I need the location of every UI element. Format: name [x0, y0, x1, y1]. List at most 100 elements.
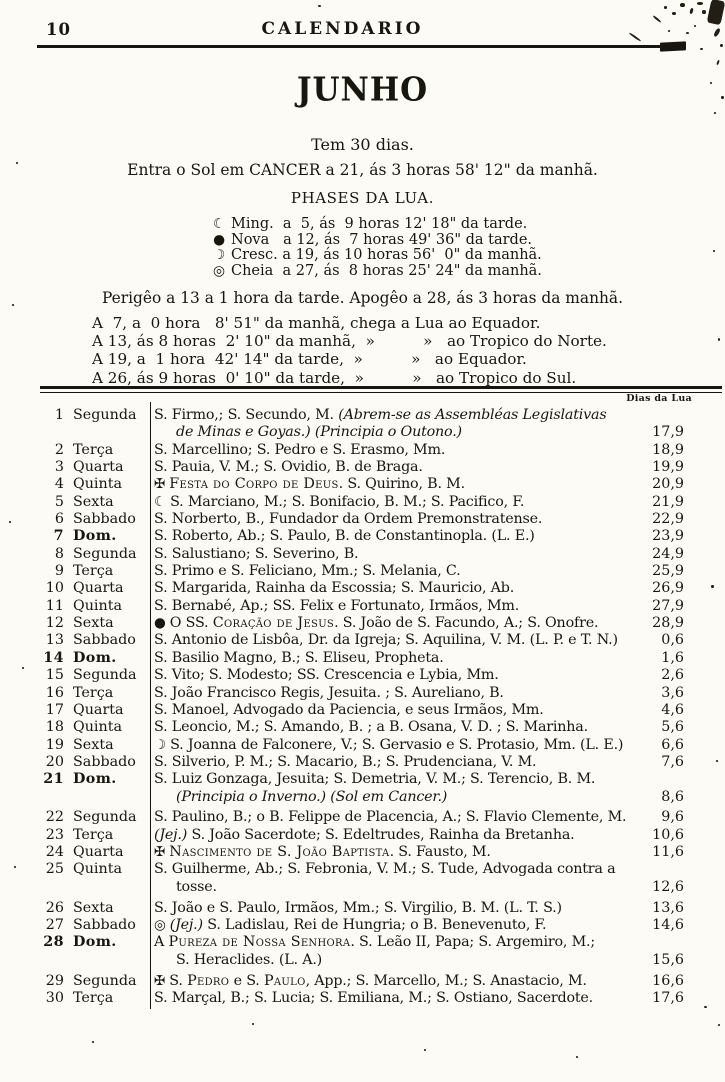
entry-line: S. Bernabé, Ap.; SS. Felix e Fortunato, …	[154, 597, 520, 614]
entry-line: S. Pauia, V. M.; S. Ovidio, B. de Braga.	[154, 459, 423, 476]
entry-text: S. Roberto, Ab.; S. Paulo, B. de Constan…	[154, 528, 644, 545]
entry-line: S. Heraclides. (L. A.)	[176, 951, 323, 968]
column-spacer	[142, 494, 154, 511]
column-spacer	[142, 442, 154, 459]
scan-artifact	[668, 30, 670, 32]
moon-age: 22,9	[652, 511, 684, 528]
scan-artifact	[9, 521, 11, 523]
perigee-apogee-line: Perigêo a 13 a 1 hora da tarde. Apogêo a…	[102, 289, 623, 307]
entry-line: (Jej.) S. João Sacerdote; S. Edeltrudes,…	[154, 826, 575, 843]
table-row: 17 Quarta S. Manoel, Advogado da Paciencia…	[40, 702, 684, 719]
moon-age: 16,6	[652, 972, 684, 989]
column-spacer	[142, 771, 154, 806]
entry-line: S. Paulino, B.; o B. Felippe de Placenci…	[154, 809, 627, 826]
sun-entry-line: Entra o Sol em CANCER a 21, ás 3 horas 5…	[127, 161, 598, 179]
column-spacer	[142, 476, 154, 493]
weekday-label: Quinta	[73, 476, 122, 493]
weekday-label: Terça	[73, 989, 114, 1006]
phase-text: Nova a 12, ás 7 horas 49' 36" da tarde.	[231, 231, 533, 248]
table-row: 26 Sexta S. João e S. Paulo, Irmãos, Mm.; …	[40, 900, 684, 917]
entry-text: S. Bernabé, Ap.; SS. Felix e Fortunato, …	[154, 598, 644, 615]
scan-artifact	[697, 2, 703, 5]
scan-artifact	[721, 96, 724, 99]
equator-line: A 19, a 1 hora 42' 14" da tarde, » » ao …	[92, 350, 527, 369]
cross-icon: ✠	[154, 844, 170, 861]
table-row: 4 Quinta ✠ Festa do Corpo de Deus. S. Quir…	[40, 476, 684, 493]
column-spacer	[142, 407, 154, 442]
phase-text: Ming. a 5, ás 9 horas 12' 18" da tarde.	[231, 216, 528, 232]
entry-text: S. Firmo,; S. Secundo, M. (Abrem-se as A…	[154, 407, 644, 442]
moon-age: 21,9	[652, 493, 684, 510]
scan-artifact	[704, 1006, 707, 1008]
entry-line: ◎ (Jej.) S. Ladislau, Rei de Hungria; o …	[154, 916, 547, 933]
entry-line: S. Norberto, B., Fundador da Ordem Premo…	[154, 511, 543, 528]
column-spacer	[142, 973, 154, 990]
day-number: 13	[45, 632, 64, 649]
moon-age: 13,6	[652, 899, 684, 916]
moon-age: 6,6	[661, 736, 684, 753]
table-row: 12 Sexta ● O SS. Coração de Jesus. S. João…	[40, 615, 684, 632]
column-spacer	[142, 650, 154, 667]
column-spacer	[142, 900, 154, 917]
entry-text: S. Margarida, Rainha da Escossia; S. Mau…	[154, 580, 644, 597]
weekday-label: Segunda	[73, 972, 137, 989]
entry-text: S. Primo e S. Feliciano, Mm.; S. Melania…	[154, 563, 644, 580]
entry-line: (Principia o Inverno.) (Sol em Cancer.)	[176, 788, 448, 805]
moon-age: 17,9	[652, 424, 684, 441]
column-spacer	[142, 719, 154, 736]
moon-age: 11,6	[652, 844, 684, 861]
day-number: 22	[45, 809, 64, 826]
entry-line: ☾ S. Marciano, M.; S. Bonifacio, B. M.; …	[154, 493, 525, 510]
scan-artifact	[689, 7, 694, 15]
entry-line: S. Leoncio, M.; S. Amando, B. ; a B. Osa…	[154, 719, 588, 736]
entry-line: tosse.	[176, 878, 217, 895]
weekday-label: Sabbado	[73, 632, 136, 649]
table-row: 18 Quinta S. Leoncio, M.; S. Amando, B. ; …	[40, 719, 684, 736]
cross-icon: ✠	[154, 972, 170, 989]
page-number: 10	[46, 20, 71, 39]
moon-age: 1,6	[661, 649, 684, 666]
entry-text: S. Norberto, B., Fundador da Ordem Premo…	[154, 511, 644, 528]
scan-artifact	[702, 10, 706, 14]
day-number: 27	[45, 916, 64, 933]
column-spacer	[142, 685, 154, 702]
equator-line: A 26, ás 9 horas 0' 10" da tarde, » » ao…	[92, 368, 577, 387]
day-number: 4	[54, 476, 64, 493]
moon-age: 7,6	[661, 753, 684, 770]
scan-artifact	[711, 585, 714, 588]
weekday-label: Quarta	[73, 580, 124, 597]
scan-artifact	[713, 27, 721, 38]
table-row: 13 Sabbado S. Antonio de Lisbôa, Dr. da Ig…	[40, 632, 684, 649]
scan-artifact	[14, 866, 16, 868]
weekday-label: Quarta	[73, 844, 124, 861]
day-number: 10	[45, 580, 64, 597]
scan-artifact	[718, 1024, 720, 1026]
entry-line: de Minas e Goyas.) (Principia o Outono.)	[176, 424, 462, 441]
cross-icon: ✠	[154, 476, 170, 493]
moon-age: 2,6	[661, 667, 684, 684]
entry-text: ✠ S. Pedro e S. Paulo, App.; S. Marcello…	[154, 973, 644, 990]
day-number: 14	[43, 649, 64, 666]
weekday-label: Sexta	[73, 736, 114, 753]
entry-line: S. Roberto, Ab.; S. Paulo, B. de Constan…	[154, 528, 535, 545]
moon-age: 18,9	[652, 441, 684, 458]
scan-artifact	[424, 1049, 426, 1051]
phase-line: ☾ Ming. a 5, ás 9 horas 12' 18" da tarde.	[213, 216, 542, 233]
table-top-rule-thin	[40, 391, 722, 393]
day-number: 7	[53, 528, 64, 545]
table-row: 28 Dom. A Pureza de Nossa Senhora. S. Leão…	[40, 934, 684, 969]
scan-artifact	[713, 250, 715, 252]
moon-age: 28,9	[652, 615, 684, 632]
table-row: 3 Quarta S. Pauia, V. M.; S. Ovidio, B. de…	[40, 459, 684, 476]
table-row: 24 Quarta ✠ Nascimento de S. João Baptista…	[40, 844, 684, 861]
day-number: 2	[54, 441, 64, 458]
days-count-line: Tem 30 dias.	[311, 135, 414, 154]
entry-line: S. João e S. Paulo, Irmãos, Mm.; S. Virg…	[154, 899, 562, 916]
column-spacer	[142, 827, 154, 844]
table-row: 14 Dom. S. Basilio Magno, B.; S. Eliseu, P…	[40, 650, 684, 667]
entry-text: S. Antonio de Lisbôa, Dr. da Igreja; S. …	[154, 632, 644, 649]
day-number: 18	[45, 719, 64, 736]
moon-phase-icon: ◎	[154, 916, 170, 933]
moon-age: 9,6	[661, 809, 684, 826]
entry-line: S. Guilherme, Ab.; S. Febronia, V. M.; S…	[154, 861, 616, 878]
